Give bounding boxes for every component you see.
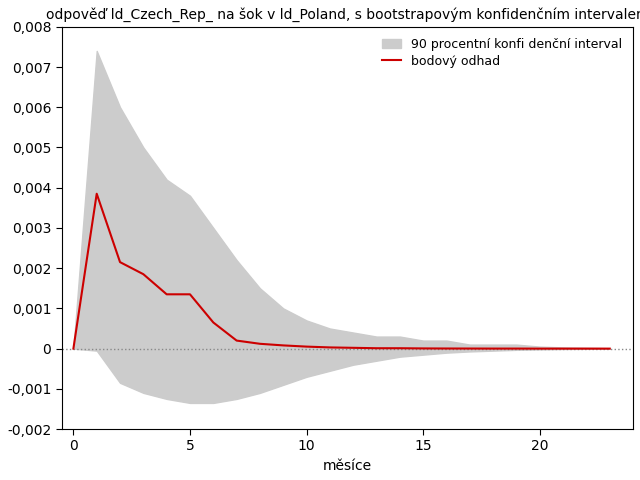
X-axis label: měsíce: měsíce	[323, 459, 372, 473]
Legend: 90 procentní konfi denční interval, bodový odhad: 90 procentní konfi denční interval, bodo…	[377, 33, 627, 73]
Title: odpověď ld_Czech_Rep_ na šok v ld_Poland, s bootstrapovým konfidenčním intervale: odpověď ld_Czech_Rep_ na šok v ld_Poland…	[45, 7, 640, 22]
